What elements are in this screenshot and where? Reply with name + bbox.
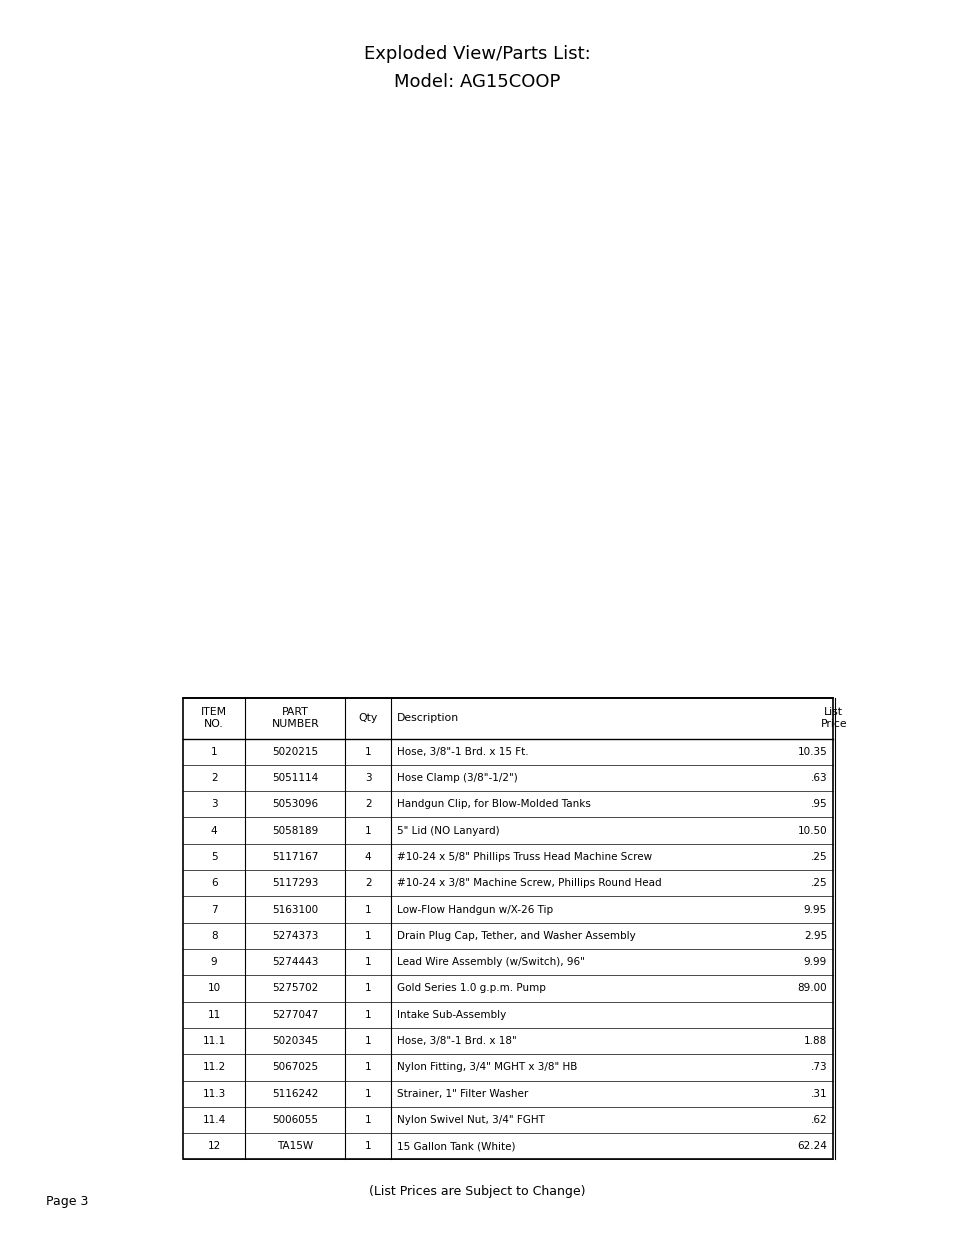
Text: 5020215: 5020215 [272,747,318,757]
Text: 5275702: 5275702 [272,983,318,993]
Text: 5163100: 5163100 [272,904,318,914]
Text: 1: 1 [365,826,371,836]
Text: 3: 3 [211,799,217,809]
Text: 1: 1 [365,1141,371,1151]
Text: Hose, 3/8"-1 Brd. x 18": Hose, 3/8"-1 Brd. x 18" [396,1036,517,1046]
Text: List
Price: List Price [820,708,846,729]
Text: 1.88: 1.88 [803,1036,826,1046]
Text: 5: 5 [211,852,217,862]
Text: 2.95: 2.95 [803,931,826,941]
Text: Drain Plug Cap, Tether, and Washer Assembly: Drain Plug Cap, Tether, and Washer Assem… [396,931,635,941]
Text: 10: 10 [208,983,220,993]
Text: 1: 1 [211,747,217,757]
Text: 2: 2 [365,799,371,809]
Text: 12: 12 [208,1141,220,1151]
Text: .62: .62 [810,1115,826,1125]
Text: 11.3: 11.3 [202,1089,226,1099]
Text: Strainer, 1" Filter Washer: Strainer, 1" Filter Washer [396,1089,528,1099]
Text: Nylon Swivel Nut, 3/4" FGHT: Nylon Swivel Nut, 3/4" FGHT [396,1115,544,1125]
Text: 1: 1 [365,1089,371,1099]
Text: Low-Flow Handgun w/X-26 Tip: Low-Flow Handgun w/X-26 Tip [396,904,553,914]
Bar [183,698,832,1160]
Text: 1: 1 [365,904,371,914]
Text: 1: 1 [365,1062,371,1072]
Text: 4: 4 [211,826,217,836]
Text: 5117293: 5117293 [272,878,318,888]
Text: (List Prices are Subject to Change): (List Prices are Subject to Change) [369,1186,584,1198]
Text: 9.99: 9.99 [803,957,826,967]
Text: Model: AG15COOP: Model: AG15COOP [394,73,559,90]
Text: Exploded View/Parts List:: Exploded View/Parts List: [363,46,590,63]
Text: 1: 1 [365,931,371,941]
Text: Description: Description [396,713,458,724]
Text: Hose Clamp (3/8"-1/2"): Hose Clamp (3/8"-1/2") [396,773,517,783]
Text: .95: .95 [810,799,826,809]
Text: Page 3: Page 3 [46,1194,88,1208]
Text: Intake Sub-Assembly: Intake Sub-Assembly [396,1010,506,1020]
Text: 5116242: 5116242 [272,1089,318,1099]
Text: Qty: Qty [358,713,377,724]
Text: 5051114: 5051114 [272,773,318,783]
Text: 5" Lid (NO Lanyard): 5" Lid (NO Lanyard) [396,826,499,836]
Text: 1: 1 [365,1115,371,1125]
Text: 11.1: 11.1 [202,1036,226,1046]
Text: 9: 9 [211,957,217,967]
Text: Nylon Fitting, 3/4" MGHT x 3/8" HB: Nylon Fitting, 3/4" MGHT x 3/8" HB [396,1062,577,1072]
Text: 15 Gallon Tank (White): 15 Gallon Tank (White) [396,1141,515,1151]
Text: 5058189: 5058189 [272,826,318,836]
Text: 3: 3 [365,773,371,783]
Text: .63: .63 [810,773,826,783]
Text: 1: 1 [365,1036,371,1046]
Text: .73: .73 [810,1062,826,1072]
Text: .25: .25 [810,878,826,888]
Text: #10-24 x 5/8" Phillips Truss Head Machine Screw: #10-24 x 5/8" Phillips Truss Head Machin… [396,852,651,862]
Text: 9.95: 9.95 [803,904,826,914]
Text: 5117167: 5117167 [272,852,318,862]
Text: 62.24: 62.24 [797,1141,826,1151]
Text: 11.2: 11.2 [202,1062,226,1072]
Text: Gold Series 1.0 g.p.m. Pump: Gold Series 1.0 g.p.m. Pump [396,983,545,993]
Text: 1: 1 [365,957,371,967]
Text: 2: 2 [365,878,371,888]
Text: 10.50: 10.50 [797,826,826,836]
Text: 5053096: 5053096 [272,799,318,809]
Text: 5277047: 5277047 [272,1010,318,1020]
Text: PART
NUMBER: PART NUMBER [271,708,319,729]
Text: 6: 6 [211,878,217,888]
Text: 8: 8 [211,931,217,941]
Text: 11: 11 [208,1010,220,1020]
Text: 89.00: 89.00 [797,983,826,993]
Text: #10-24 x 3/8" Machine Screw, Phillips Round Head: #10-24 x 3/8" Machine Screw, Phillips Ro… [396,878,660,888]
Text: 5274443: 5274443 [272,957,318,967]
Text: 5274373: 5274373 [272,931,318,941]
Text: 4: 4 [365,852,371,862]
Text: Handgun Clip, for Blow-Molded Tanks: Handgun Clip, for Blow-Molded Tanks [396,799,590,809]
Text: .25: .25 [810,852,826,862]
Text: Hose, 3/8"-1 Brd. x 15 Ft.: Hose, 3/8"-1 Brd. x 15 Ft. [396,747,528,757]
Text: .31: .31 [810,1089,826,1099]
Text: 1: 1 [365,1010,371,1020]
Text: ITEM
NO.: ITEM NO. [201,708,227,729]
Text: 5020345: 5020345 [272,1036,318,1046]
Text: 5067025: 5067025 [272,1062,318,1072]
Text: 1: 1 [365,747,371,757]
Text: TA15W: TA15W [277,1141,313,1151]
Text: 5006055: 5006055 [272,1115,318,1125]
Text: 2: 2 [211,773,217,783]
Text: 7: 7 [211,904,217,914]
Text: 1: 1 [365,983,371,993]
Text: Lead Wire Assembly (w/Switch), 96": Lead Wire Assembly (w/Switch), 96" [396,957,584,967]
Text: 10.35: 10.35 [797,747,826,757]
Text: 11.4: 11.4 [202,1115,226,1125]
